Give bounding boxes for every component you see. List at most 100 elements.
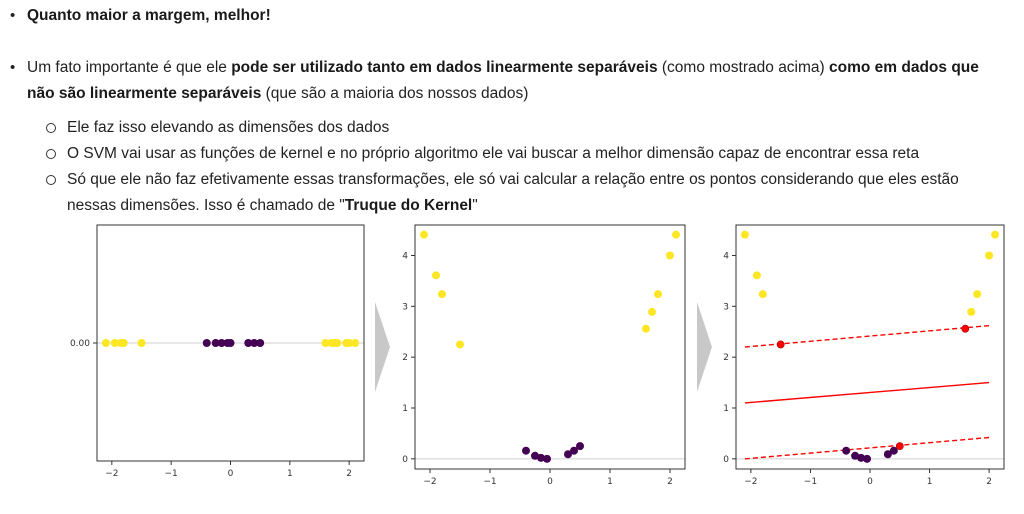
chart-3-margin-line xyxy=(744,436,990,460)
chart-2-x-tick-label: −1 xyxy=(483,477,496,487)
chart-3-point-purple xyxy=(883,450,892,459)
text-segment: nessas dimensões. Isso é chamado de " xyxy=(67,197,345,214)
chart-1-frame xyxy=(96,224,365,462)
chart-3-y-tick-label: 1 xyxy=(723,404,729,414)
chart-2-point-yellow xyxy=(672,230,680,239)
chart-3-point-purple xyxy=(857,453,866,462)
chart-2-point-yellow xyxy=(654,290,662,299)
chart-1-point-purple xyxy=(217,339,226,347)
chart-3-y-tick-label: 0 xyxy=(723,455,729,465)
chart-3-y-tick-label: 3 xyxy=(723,302,729,312)
sub-bullet-text: O SVM vai usar as funções de kernel e no… xyxy=(67,145,920,162)
chart-1-x-tick-label: −2 xyxy=(105,469,118,479)
chart-2-point-purple xyxy=(564,450,572,459)
chart-3-point-yellow xyxy=(985,251,994,260)
bullet-dot: • xyxy=(10,59,16,76)
chart-3-hyperplane-line xyxy=(744,381,990,404)
text-segment: (que são a maioria dos nossos dados) xyxy=(261,85,529,102)
chart-2-y-tick-label: 1 xyxy=(402,404,408,414)
chart-2-x-tick-label: −2 xyxy=(423,477,436,487)
chart-2-x-tick-label: 1 xyxy=(607,477,613,487)
chart-2-x-tick-label: 2 xyxy=(667,477,673,487)
chart-2-frame xyxy=(414,224,686,470)
bold-text: não são linearmente separáveis xyxy=(27,85,262,102)
bold-text: Quanto maior a margem, melhor! xyxy=(27,7,271,24)
chart-3-y-tick-label: 2 xyxy=(723,353,729,363)
chart-1-y-tick-label: 0.00 xyxy=(70,339,90,349)
chart-2-point-yellow xyxy=(456,340,464,349)
sub-bullet-text: Só que ele não faz efetivamente essas tr… xyxy=(67,167,1007,219)
chart-1-x-tick-label: 0 xyxy=(228,469,234,479)
chart-2-point-purple xyxy=(537,453,545,462)
text-segment: " xyxy=(472,197,478,214)
chart-1-point-purple xyxy=(226,339,235,347)
chart-3-x-tick-label: 1 xyxy=(927,477,933,487)
chart-2-point-purple xyxy=(522,446,530,455)
chart-2-x-tick-label: 0 xyxy=(547,477,553,487)
chart-1-point-yellow xyxy=(351,339,360,347)
chart-3-point-red xyxy=(895,442,904,451)
chart-2-point-yellow xyxy=(642,324,650,333)
circle-bullet-icon xyxy=(46,123,56,133)
bold-text: pode ser utilizado tanto em dados linear… xyxy=(231,59,658,76)
chart-2-y-tick-label: 2 xyxy=(402,353,408,363)
chart-3-point-yellow xyxy=(973,290,982,299)
text-segment: (como mostrado acima) xyxy=(657,59,830,76)
text-segment: Um fato importante é que ele xyxy=(27,59,232,76)
bold-text: Truque do Kernel xyxy=(344,197,473,214)
chart-3-point-purple xyxy=(863,454,872,463)
chart-1-point-purple xyxy=(256,339,265,347)
arrow-1-icon xyxy=(375,302,390,392)
chart-3-x-tick-label: −1 xyxy=(804,477,817,487)
circle-bullet-icon xyxy=(46,175,56,185)
chart-1-point-yellow xyxy=(137,339,146,347)
chart-3-point-yellow xyxy=(740,230,749,239)
chart-3-point-yellow xyxy=(967,307,976,316)
chart-3-x-tick-label: 0 xyxy=(867,477,873,487)
chart-3-point-yellow xyxy=(758,290,767,299)
chart-2-y-tick-label: 0 xyxy=(402,455,408,465)
chart-1-point-purple xyxy=(202,339,211,347)
chart-3-point-yellow xyxy=(991,230,1000,239)
text-segment: Só que ele não faz efetivamente essas tr… xyxy=(67,171,959,188)
chart-1-x-tick-label: −1 xyxy=(165,469,178,479)
chart-2-point-purple xyxy=(543,454,551,463)
chart-2-point-purple xyxy=(570,446,578,455)
chart-1-point-yellow xyxy=(321,339,330,347)
chart-2-point-yellow xyxy=(420,230,428,239)
chart-3-point-red xyxy=(776,340,785,349)
chart-3-point-yellow xyxy=(752,271,761,280)
arrow-2-icon xyxy=(697,302,712,392)
chart-2-y-tick-label: 3 xyxy=(402,302,408,312)
chart-1-point-purple xyxy=(244,339,253,347)
chart-2-point-purple xyxy=(531,451,539,460)
chart-2-point-yellow xyxy=(666,251,674,260)
chart-3-point-purple xyxy=(889,446,898,455)
chart-3-y-tick-label: 4 xyxy=(723,252,729,262)
chart-1-point-purple xyxy=(250,339,259,347)
chart-3-point-red xyxy=(961,324,970,333)
bold-text: como em dados que xyxy=(829,59,979,76)
bullet-text: Um fato importante é que ele pode ser ut… xyxy=(27,55,1007,107)
bullet-dot: • xyxy=(10,7,16,24)
chart-3-margin-line xyxy=(744,324,990,348)
chart-3-x-tick-label: −2 xyxy=(744,477,757,487)
chart-2-point-yellow xyxy=(648,307,656,316)
chart-2-point-yellow xyxy=(438,290,446,299)
chart-1-point-yellow xyxy=(333,339,342,347)
chart-2-y-tick-label: 4 xyxy=(402,252,408,262)
chart-1-point-yellow xyxy=(345,339,354,347)
bullet-text: Quanto maior a margem, melhor! xyxy=(27,3,1007,29)
chart-1-x-tick-label: 1 xyxy=(287,469,293,479)
sub-bullet-text: Ele faz isso elevando as dimensões dos d… xyxy=(67,119,390,136)
circle-bullet-icon xyxy=(46,149,56,159)
chart-1-point-yellow xyxy=(110,339,119,347)
chart-1-point-yellow xyxy=(101,339,110,347)
chart-2-point-purple xyxy=(576,442,584,451)
chart-1-point-yellow xyxy=(119,339,128,347)
chart-3-x-tick-label: 2 xyxy=(986,477,992,487)
chart-2-point-yellow xyxy=(432,271,440,280)
chart-1-x-tick-label: 2 xyxy=(346,469,352,479)
chart-1-point-purple xyxy=(211,339,220,347)
